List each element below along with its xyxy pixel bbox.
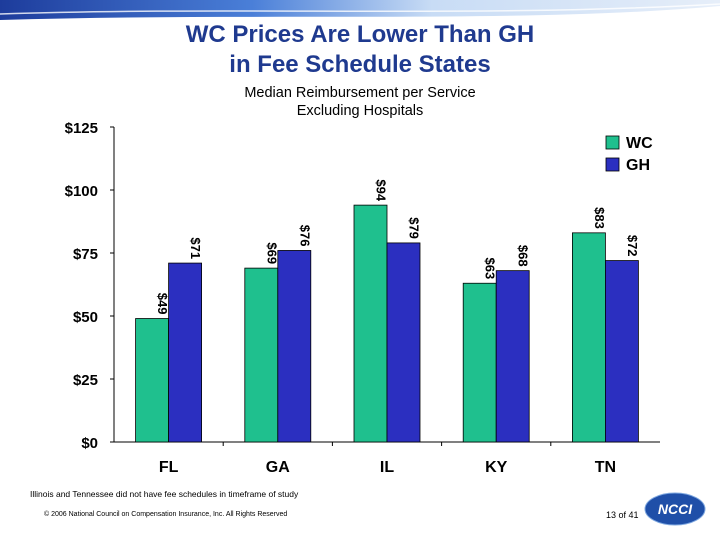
y-tick-label: $50 xyxy=(73,309,98,326)
y-tick-label: $25 xyxy=(73,372,98,389)
copyright-notice: © 2006 National Council on Compensation … xyxy=(44,511,288,518)
title-line-1: WC Prices Are Lower Than GH xyxy=(185,21,535,48)
bar-gh-tn xyxy=(605,260,639,443)
y-tick-label: $100 xyxy=(65,183,98,200)
data-label-wc-ky: $63 xyxy=(483,258,498,280)
bar-gh-ky xyxy=(495,270,530,443)
legend-label-wc: WC xyxy=(626,135,653,152)
footnote: Illinois and Tennessee did not have fee … xyxy=(30,489,299,499)
bar-wc-il xyxy=(353,204,388,443)
bar-gh-il xyxy=(386,242,421,443)
category-label: KY xyxy=(485,459,508,476)
legend-swatch-wc xyxy=(605,135,620,150)
bar-gh-ga xyxy=(277,250,312,443)
ncci-logo: NCCI xyxy=(644,492,706,526)
category-label: FL xyxy=(159,459,179,476)
data-label-gh-ky: $68 xyxy=(516,245,531,267)
data-label-wc-ga: $69 xyxy=(264,242,279,264)
y-tick-label: $125 xyxy=(65,120,98,137)
page-number: 13 of 41 xyxy=(606,510,639,520)
y-tick-label: $75 xyxy=(73,246,98,263)
svg-text:NCCI: NCCI xyxy=(658,501,693,517)
chart-subtitle: Median Reimbursement per Service Excludi… xyxy=(210,84,510,120)
bar-wc-ga xyxy=(244,267,279,443)
subtitle-line-2: Excluding Hospitals xyxy=(296,103,424,119)
legend-label-gh: GH xyxy=(626,157,650,174)
bar-wc-ky xyxy=(462,282,497,443)
data-label-wc-tn: $83 xyxy=(592,207,607,229)
header-banner xyxy=(0,0,720,20)
data-label-gh-fl: $71 xyxy=(188,237,203,259)
legend-swatch-gh xyxy=(605,157,620,172)
data-label-gh-tn: $72 xyxy=(625,235,640,257)
bar-wc-fl xyxy=(135,318,170,443)
subtitle-line-1: Median Reimbursement per Service xyxy=(244,85,476,101)
category-label: IL xyxy=(380,459,394,476)
data-label-wc-il: $94 xyxy=(374,179,389,201)
bar-wc-tn xyxy=(572,232,606,443)
title-line-2: in Fee Schedule States xyxy=(229,51,491,78)
category-label: GA xyxy=(266,459,290,476)
bar-gh-fl xyxy=(168,262,203,443)
data-label-gh-ga: $76 xyxy=(297,225,312,247)
data-label-gh-il: $79 xyxy=(407,217,422,239)
slide-title: WC Prices Are Lower Than GH in Fee Sched… xyxy=(0,20,720,80)
data-label-wc-fl: $49 xyxy=(155,293,170,315)
category-label: TN xyxy=(595,459,616,476)
y-tick-label: $0 xyxy=(81,435,98,452)
